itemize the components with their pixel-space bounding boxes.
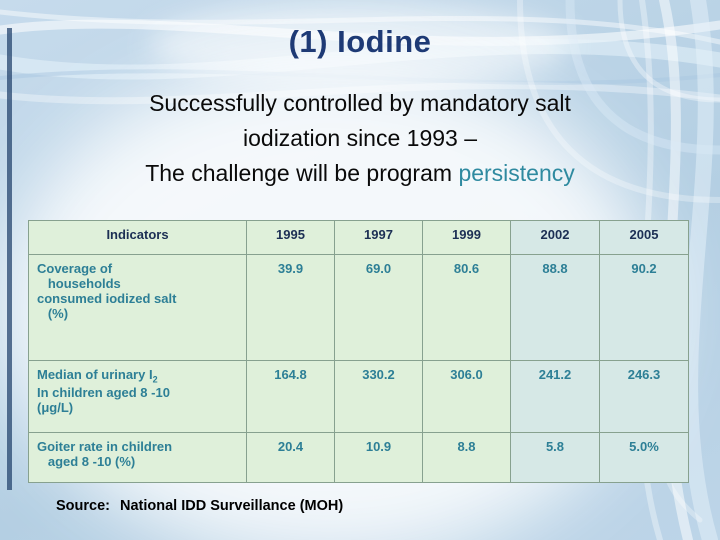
column-header-1997: 1997 xyxy=(334,220,423,255)
source-text: National IDD Surveillance (MOH) xyxy=(120,498,344,514)
table-row-urinary-iodine: Median of urinary I2 In children aged 8 … xyxy=(28,360,689,433)
table-cell: 8.8 xyxy=(422,432,511,483)
table-cell: 88.8 xyxy=(510,254,600,361)
table-header-row: Indicators 1995 1997 1999 2002 2005 xyxy=(28,220,689,255)
subtitle-block: Successfully controlled by mandatory sal… xyxy=(0,86,720,155)
subtitle-line-2: iodization since 1993 – xyxy=(243,124,477,151)
table-cell: 330.2 xyxy=(334,360,423,433)
table-row-coverage: Coverage of households consumed iodized … xyxy=(28,254,689,361)
table-cell: 241.2 xyxy=(510,360,600,433)
table-cell: 69.0 xyxy=(334,254,423,361)
table-cell: 90.2 xyxy=(599,254,689,361)
iodine-indicators-table: Indicators 1995 1997 1999 2002 2005 Cove… xyxy=(28,220,689,483)
challenge-text: The challenge will be program xyxy=(145,160,459,186)
column-header-1995: 1995 xyxy=(246,220,335,255)
row-label-goiter-rate: Goiter rate in children aged 8 -10 (%) xyxy=(28,432,247,483)
table-cell: 5.0% xyxy=(599,432,689,483)
table-cell: 5.8 xyxy=(510,432,600,483)
row-label-coverage: Coverage of households consumed iodized … xyxy=(28,254,247,361)
table-row-goiter-rate: Goiter rate in children aged 8 -10 (%) 2… xyxy=(28,432,689,483)
column-header-2002: 2002 xyxy=(510,220,600,255)
table-cell: 306.0 xyxy=(422,360,511,433)
column-header-1999: 1999 xyxy=(422,220,511,255)
table-cell: 164.8 xyxy=(246,360,335,433)
table-cell: 39.9 xyxy=(246,254,335,361)
left-accent-bar xyxy=(7,28,12,490)
persistency-highlight: persistency xyxy=(458,160,575,186)
subtitle-line-1: Successfully controlled by mandatory sal… xyxy=(149,90,571,116)
column-header-indicators: Indicators xyxy=(28,220,247,255)
source-label: Source: xyxy=(56,498,110,514)
row-label-urinary-iodine: Median of urinary I2 In children aged 8 … xyxy=(28,360,247,433)
table-cell: 20.4 xyxy=(246,432,335,483)
table-cell: 246.3 xyxy=(599,360,689,433)
slide-title: (1) Iodine xyxy=(288,24,432,59)
challenge-line: The challenge will be program persistenc… xyxy=(0,160,720,187)
column-header-2005: 2005 xyxy=(599,220,689,255)
table-cell: 10.9 xyxy=(334,432,423,483)
source-note: Source: National IDD Surveillance (MOH) xyxy=(56,498,343,514)
table-cell: 80.6 xyxy=(422,254,511,361)
